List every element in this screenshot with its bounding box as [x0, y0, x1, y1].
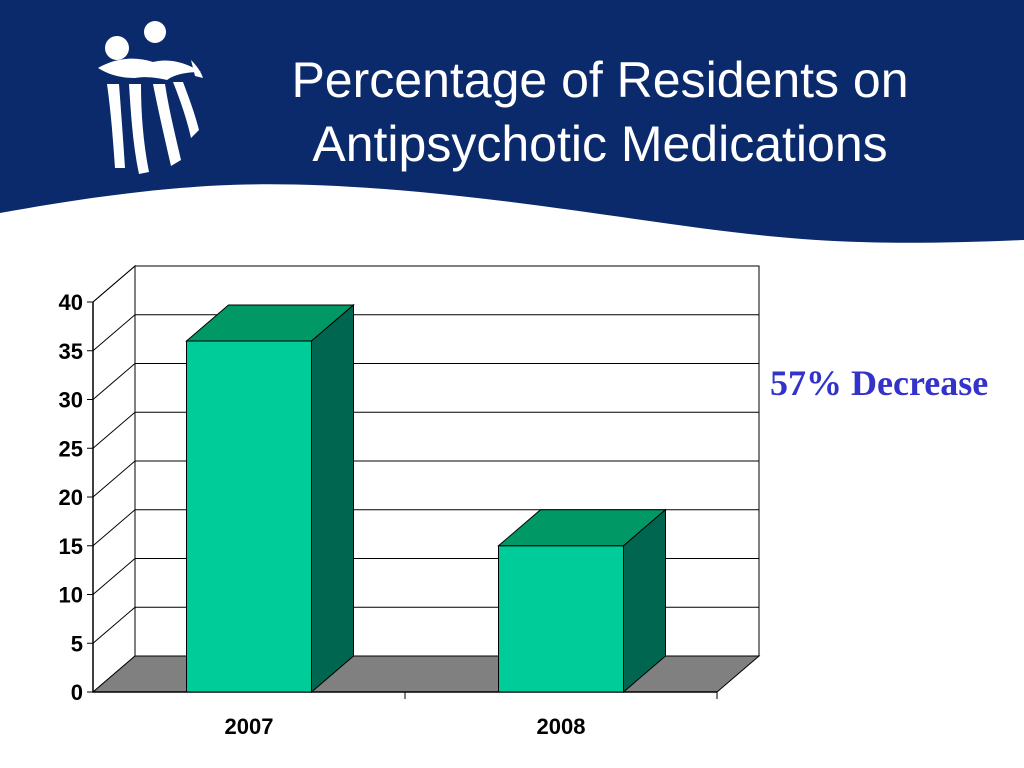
decrease-annotation: 57% Decrease	[770, 363, 989, 403]
gridline-20	[92, 460, 759, 498]
header-wave	[0, 0, 1024, 243]
bar-front	[498, 545, 624, 693]
y-tick-label: 30	[59, 388, 83, 413]
bar-side	[623, 508, 666, 694]
title-line-1: Percentage of Residents on	[291, 52, 909, 108]
y-tick-label: 35	[59, 339, 83, 364]
chart-labels: 0 5 10 15 20 25 30 35 40 2007 2008	[59, 290, 586, 739]
y-tick-label: 0	[71, 680, 83, 705]
gridline-25	[92, 411, 759, 449]
y-tick-label: 15	[59, 534, 83, 559]
title-line-2: Antipsychotic Medications	[312, 116, 888, 172]
people-figures-logo-icon	[98, 21, 203, 174]
gridline-30	[92, 363, 759, 400]
gridline-35	[92, 314, 759, 352]
y-tick-label: 5	[71, 631, 83, 656]
bar-front	[186, 340, 312, 693]
bar-2008	[497, 508, 667, 694]
y-tick-label: 25	[59, 436, 83, 461]
header-banner	[0, 0, 1024, 243]
x-tick-label: 2007	[225, 714, 274, 739]
chart-bars	[185, 303, 667, 694]
y-tick-label: 20	[59, 485, 83, 510]
bar-2007	[185, 303, 355, 694]
x-tick-label: 2008	[537, 714, 586, 739]
page-title: Percentage of Residents on Antipsychotic…	[230, 48, 970, 176]
y-tick-label: 10	[59, 583, 83, 608]
y-tick-label: 40	[59, 290, 83, 315]
gridline-40	[92, 265, 759, 303]
bar-side	[311, 303, 354, 694]
